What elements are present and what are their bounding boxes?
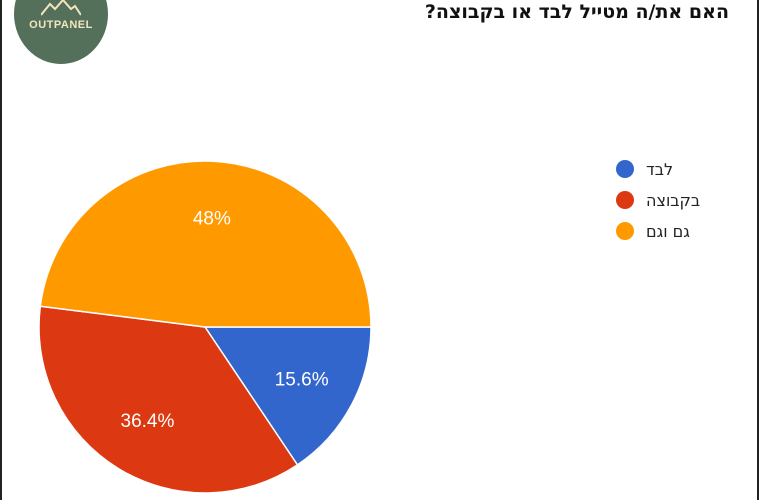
- legend-item: בקבוצה: [616, 189, 726, 211]
- mountain-icon: [41, 0, 81, 16]
- legend-label: גם וגם: [646, 221, 690, 241]
- slice-label-2: 48%: [193, 209, 231, 230]
- legend-swatch: [616, 160, 634, 178]
- chart-title: האם את/ה מטייל לבד או בקבוצה?: [424, 1, 729, 23]
- outpanel-logo: OUTPANEL: [14, 0, 108, 64]
- legend-item: גם וגם: [616, 220, 726, 242]
- legend-swatch: [616, 222, 634, 240]
- legend-label: בקבוצה: [646, 190, 701, 210]
- pie-slice-0: [203, 326, 372, 466]
- pie-slice-2: [39, 160, 372, 328]
- slice-label-0: 15.6%: [275, 370, 329, 391]
- legend-item: לבד: [616, 158, 726, 180]
- legend-label: לבד: [646, 159, 674, 179]
- pie-slice-1: [38, 305, 299, 494]
- legend-swatch: [616, 191, 634, 209]
- chart-legend: לבד בקבוצה גם וגם: [616, 158, 726, 251]
- logo-text: OUTPANEL: [29, 19, 93, 31]
- slice-label-1: 36.4%: [121, 411, 175, 432]
